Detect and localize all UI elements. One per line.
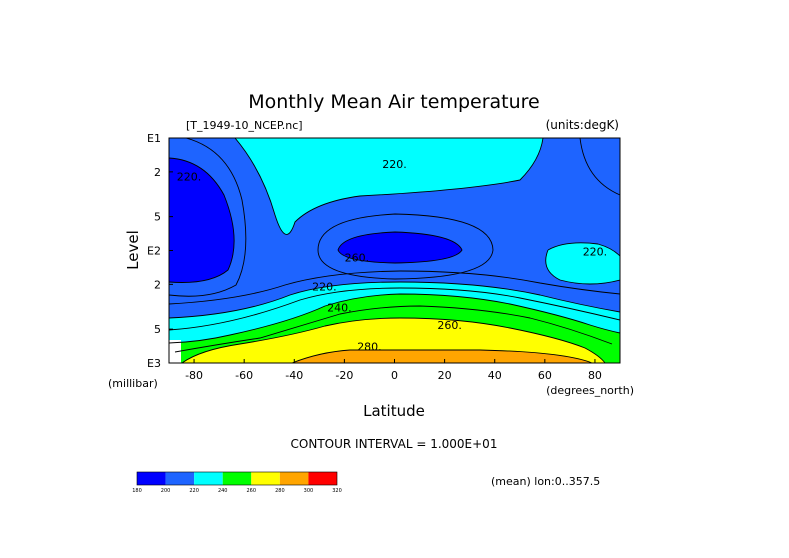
colorbar-frame [136, 471, 338, 486]
contour-label: 220. [583, 245, 608, 258]
y-tick-label: 2 [154, 278, 161, 291]
band-280-300 [292, 350, 592, 363]
x-unit-label: (degrees_north) [546, 384, 634, 397]
colorbar-swatch [279, 472, 309, 485]
contour-labels: 220. 220. 260. 220. 220. 240. 260. 280. [177, 158, 607, 353]
band-200-220-top [235, 138, 543, 235]
x-tick-label: 80 [588, 369, 602, 382]
y-tick-label: 5 [154, 211, 161, 224]
units-label: (units:degK) [546, 118, 619, 132]
below-ground-mask [169, 340, 181, 363]
colorbar-swatch [165, 472, 195, 485]
y-unit-label: (millibar) [108, 377, 158, 390]
contour-lines [169, 138, 620, 363]
colorbar: 180 200 220 240 260 280 300 320 [132, 471, 342, 494]
band-200-220-right [545, 242, 620, 284]
contour-label: 260. [437, 319, 462, 332]
contour-label: 220. [177, 171, 202, 184]
colorbar-swatch [194, 472, 223, 485]
colorbar-swatch [251, 472, 280, 485]
colorbar-label: 320 [332, 488, 342, 494]
y-tick-label: E2 [147, 245, 161, 258]
contour-interval: CONTOUR INTERVAL = 1.000E+01 [291, 437, 498, 451]
x-tick-label: 0 [391, 369, 398, 382]
footnote: (mean) lon:0..357.5 [491, 475, 600, 488]
contour-label: 220. [382, 158, 407, 171]
contour-label: 240. [327, 301, 352, 314]
x-tick-label: -60 [235, 369, 253, 382]
x-tick-label: -40 [285, 369, 303, 382]
colorbar-label: 200 [161, 488, 171, 494]
chart-title: Monthly Mean Air temperature [248, 91, 539, 113]
x-tick-label: 60 [538, 369, 552, 382]
colorbar-label: 240 [218, 488, 228, 494]
contour-fills [169, 138, 620, 363]
contour-label: 280. [357, 340, 382, 353]
y-tick-label: E3 [147, 357, 161, 370]
x-axis-label: Latitude [363, 402, 425, 420]
x-tick-label: -80 [185, 369, 203, 382]
axes: -80 -60 -40 -20 0 20 40 60 80 E1 2 5 E2 2 5 E3 [147, 132, 602, 382]
colorbar-swatch [222, 472, 252, 485]
colorbar-swatch [308, 472, 337, 485]
colorbar-swatch [137, 472, 166, 485]
x-tick-label: 20 [438, 369, 452, 382]
x-tick-label: -20 [335, 369, 353, 382]
y-axis-label: Level [124, 230, 142, 270]
file-label: [T_1949-10_NCEP.nc] [186, 119, 303, 132]
contour-label: 260. [345, 251, 370, 264]
band-180-200-cold-pole [169, 158, 235, 283]
y-tick-label: 2 [154, 166, 161, 179]
y-tick-label: E1 [147, 132, 161, 145]
y-tick-label: 5 [154, 323, 161, 336]
colorbar-label: 280 [275, 488, 285, 494]
band-180-200-tropical-tropopause [338, 232, 462, 263]
colorbar-label: 180 [132, 488, 142, 494]
colorbar-label: 260 [247, 488, 257, 494]
colorbar-label: 220 [189, 488, 199, 494]
colorbar-label: 300 [304, 488, 314, 494]
contour-label: 220. [312, 281, 337, 294]
x-tick-label: 40 [488, 369, 502, 382]
